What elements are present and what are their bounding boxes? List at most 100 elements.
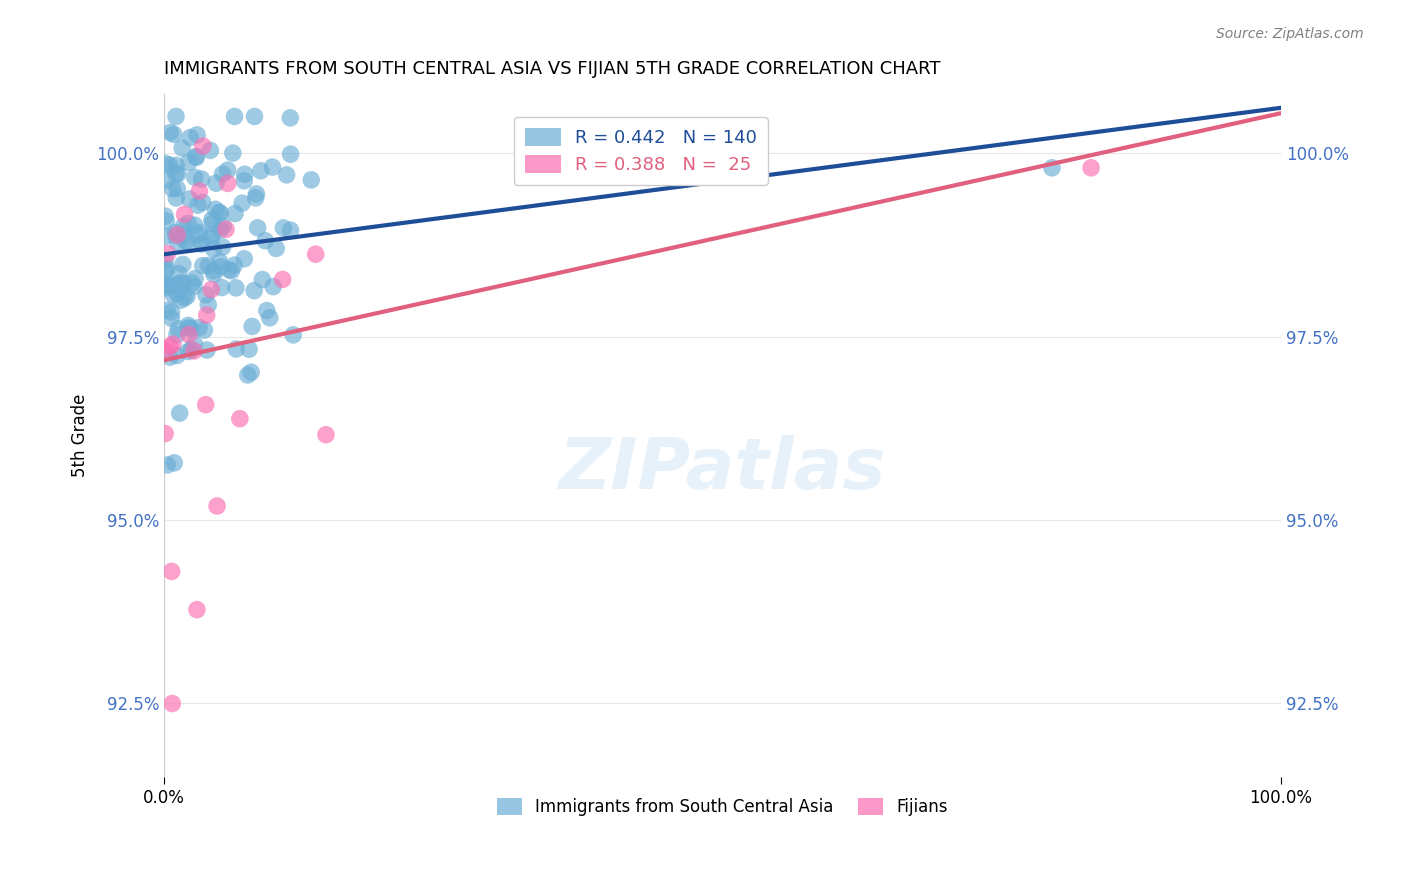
Immigrants from South Central Asia xyxy=(259,310,281,325)
Immigrants from South Central Asia xyxy=(238,342,260,356)
Immigrants from South Central Asia xyxy=(163,128,186,142)
Immigrants from South Central Asia xyxy=(174,234,197,248)
Text: ZIPatlas: ZIPatlas xyxy=(558,435,886,504)
Immigrants from South Central Asia xyxy=(166,181,188,195)
Immigrants from South Central Asia xyxy=(157,278,180,293)
Immigrants from South Central Asia xyxy=(181,276,204,290)
Immigrants from South Central Asia xyxy=(153,229,176,244)
Fijians xyxy=(159,340,181,354)
Immigrants from South Central Asia xyxy=(186,128,208,142)
Fijians xyxy=(186,602,208,616)
Immigrants from South Central Asia xyxy=(243,284,266,298)
Immigrants from South Central Asia xyxy=(224,206,246,220)
Immigrants from South Central Asia xyxy=(160,305,183,319)
Immigrants from South Central Asia xyxy=(157,278,180,293)
Immigrants from South Central Asia xyxy=(233,252,256,266)
Fijians xyxy=(153,426,176,441)
Immigrants from South Central Asia xyxy=(159,126,181,140)
Immigrants from South Central Asia xyxy=(159,350,181,364)
Immigrants from South Central Asia xyxy=(197,298,219,312)
Immigrants from South Central Asia xyxy=(155,214,177,228)
Immigrants from South Central Asia xyxy=(186,150,208,164)
Immigrants from South Central Asia xyxy=(177,344,200,359)
Immigrants from South Central Asia xyxy=(209,223,232,237)
Immigrants from South Central Asia xyxy=(155,277,177,292)
Immigrants from South Central Asia xyxy=(160,311,183,326)
Immigrants from South Central Asia xyxy=(166,327,188,342)
Fijians xyxy=(305,247,328,261)
Immigrants from South Central Asia xyxy=(166,235,188,250)
Immigrants from South Central Asia xyxy=(200,231,222,245)
Immigrants from South Central Asia xyxy=(217,163,239,178)
Immigrants from South Central Asia xyxy=(183,218,205,232)
Immigrants from South Central Asia xyxy=(172,141,194,155)
Fijians xyxy=(200,283,222,297)
Immigrants from South Central Asia xyxy=(167,167,190,181)
Immigrants from South Central Asia xyxy=(218,262,240,277)
Immigrants from South Central Asia xyxy=(179,130,201,145)
Immigrants from South Central Asia xyxy=(233,174,256,188)
Immigrants from South Central Asia xyxy=(165,158,187,172)
Immigrants from South Central Asia xyxy=(299,173,322,187)
Immigrants from South Central Asia xyxy=(179,192,201,206)
Immigrants from South Central Asia xyxy=(172,257,194,271)
Immigrants from South Central Asia xyxy=(167,267,190,281)
Immigrants from South Central Asia xyxy=(162,182,184,196)
Immigrants from South Central Asia xyxy=(155,281,177,295)
Immigrants from South Central Asia xyxy=(187,227,209,242)
Immigrants from South Central Asia xyxy=(276,168,298,182)
Immigrants from South Central Asia xyxy=(153,254,176,268)
Fijians xyxy=(271,272,294,286)
Immigrants from South Central Asia xyxy=(209,206,232,220)
Immigrants from South Central Asia xyxy=(200,144,222,158)
Immigrants from South Central Asia xyxy=(190,172,212,186)
Fijians xyxy=(166,227,188,242)
Immigrants from South Central Asia xyxy=(191,259,214,273)
Immigrants from South Central Asia xyxy=(197,259,219,273)
Fijians xyxy=(191,139,214,153)
Immigrants from South Central Asia xyxy=(231,196,253,211)
Immigrants from South Central Asia xyxy=(225,342,247,356)
Immigrants from South Central Asia xyxy=(172,276,194,290)
Immigrants from South Central Asia xyxy=(184,271,207,285)
Fijians xyxy=(177,327,200,342)
Immigrants from South Central Asia xyxy=(188,226,211,240)
Fijians xyxy=(229,411,252,425)
Y-axis label: 5th Grade: 5th Grade xyxy=(72,394,89,477)
Immigrants from South Central Asia xyxy=(240,319,263,334)
Immigrants from South Central Asia xyxy=(188,320,211,334)
Immigrants from South Central Asia xyxy=(225,281,247,295)
Fijians xyxy=(215,222,238,236)
Fijians xyxy=(162,337,184,351)
Immigrants from South Central Asia xyxy=(163,456,186,470)
Immigrants from South Central Asia xyxy=(1040,161,1063,175)
Immigrants from South Central Asia xyxy=(211,280,233,294)
Fijians xyxy=(153,344,176,359)
Immigrants from South Central Asia xyxy=(184,149,207,163)
Legend: Immigrants from South Central Asia, Fijians: Immigrants from South Central Asia, Fiji… xyxy=(491,791,955,823)
Immigrants from South Central Asia xyxy=(180,321,202,335)
Immigrants from South Central Asia xyxy=(245,186,267,201)
Immigrants from South Central Asia xyxy=(153,209,176,223)
Immigrants from South Central Asia xyxy=(169,276,191,290)
Immigrants from South Central Asia xyxy=(209,260,232,274)
Immigrants from South Central Asia xyxy=(170,293,193,308)
Immigrants from South Central Asia xyxy=(221,264,243,278)
Fijians xyxy=(156,246,179,260)
Immigrants from South Central Asia xyxy=(187,198,209,212)
Immigrants from South Central Asia xyxy=(162,288,184,302)
Immigrants from South Central Asia xyxy=(173,227,195,242)
Immigrants from South Central Asia xyxy=(256,303,278,318)
Fijians xyxy=(195,308,218,322)
Immigrants from South Central Asia xyxy=(236,368,259,382)
Immigrants from South Central Asia xyxy=(156,173,179,187)
Immigrants from South Central Asia xyxy=(201,212,224,227)
Immigrants from South Central Asia xyxy=(201,216,224,230)
Fijians xyxy=(188,184,211,198)
Immigrants from South Central Asia xyxy=(204,202,226,217)
Fijians xyxy=(217,177,239,191)
Text: Source: ZipAtlas.com: Source: ZipAtlas.com xyxy=(1216,27,1364,41)
Immigrants from South Central Asia xyxy=(183,337,205,351)
Immigrants from South Central Asia xyxy=(262,160,284,174)
Immigrants from South Central Asia xyxy=(233,167,256,181)
